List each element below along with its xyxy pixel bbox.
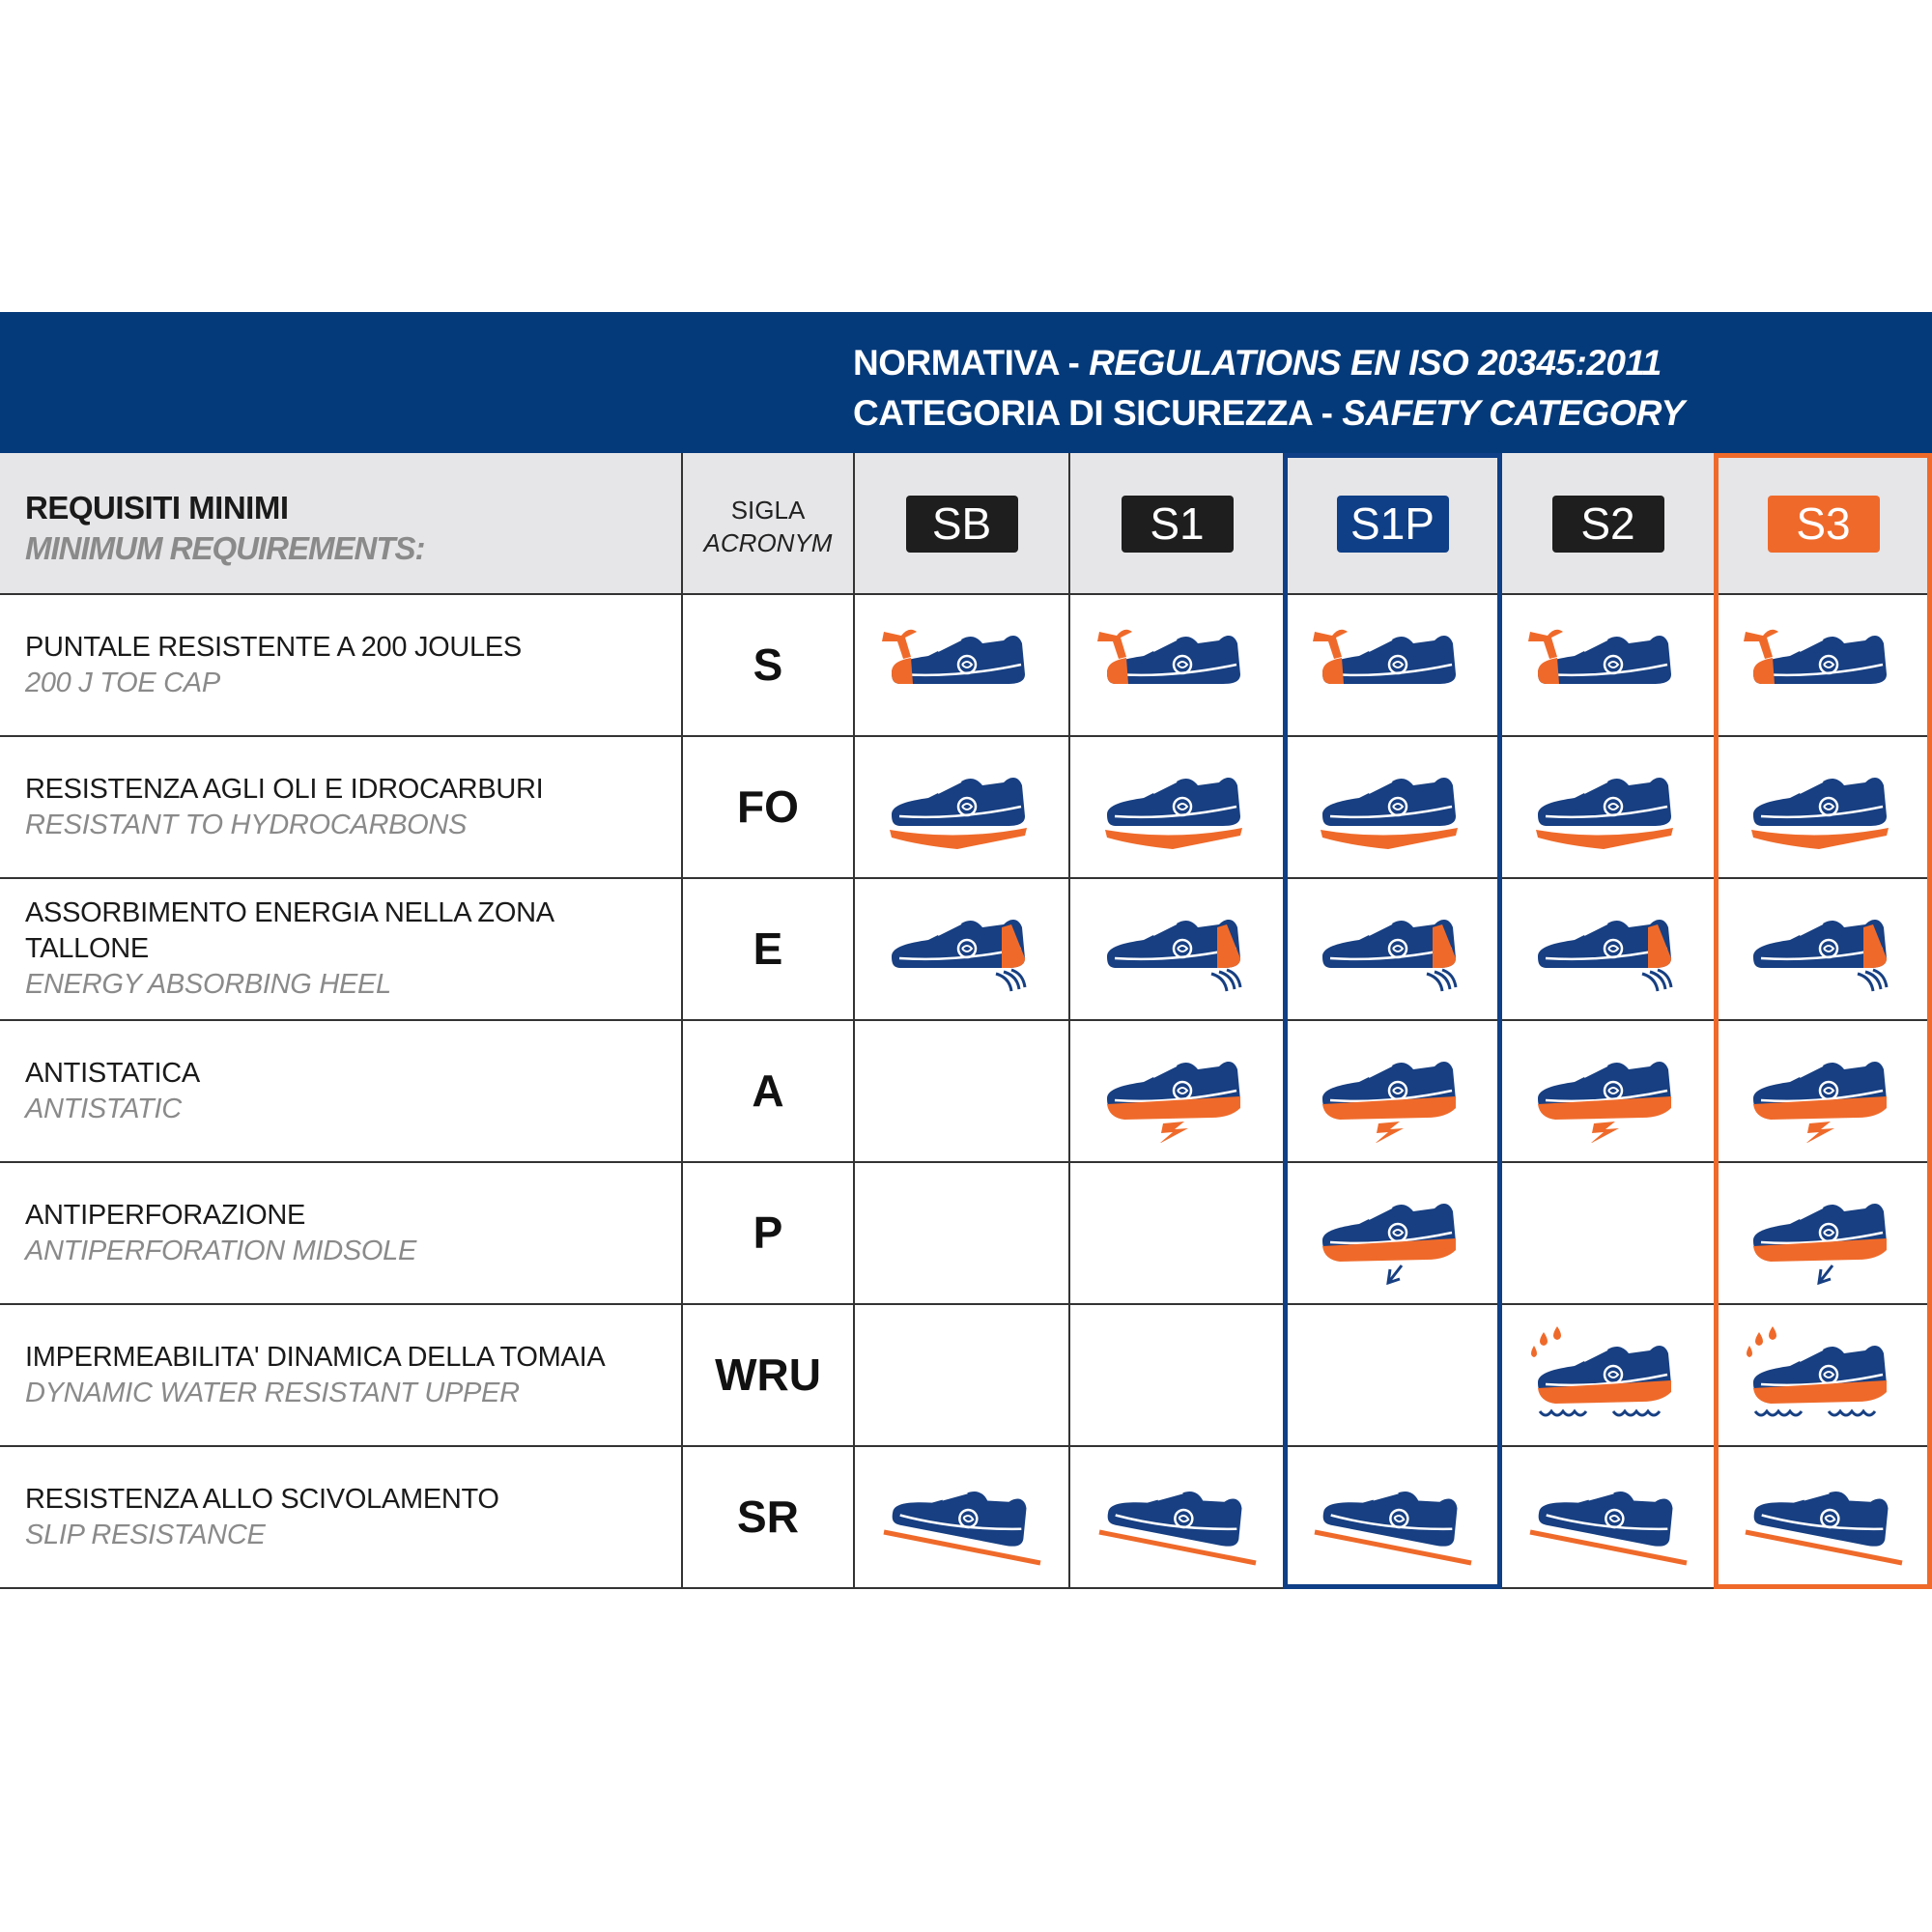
- table-title-band: NORMATIVA - REGULATIONS EN ISO 20345:201…: [0, 312, 1932, 453]
- title-regulation-it: NORMATIVA: [853, 343, 1059, 383]
- requirement-row-s: PUNTALE RESISTENTE A 200 JOULES 200 J TOE…: [0, 595, 1932, 737]
- requirements-header-it: REQUISITI MINIMI: [25, 490, 289, 526]
- shoe-energy-heel-icon: [891, 919, 1026, 992]
- title-separator: -: [1058, 343, 1090, 383]
- shoe-antiperforation-icon: [1752, 1203, 1887, 1285]
- shoe-toecap-hammer-icon: [1312, 629, 1456, 684]
- requirement-it: RESISTENZA ALLO SCIVOLAMENTO: [25, 1483, 499, 1515]
- requirement-acronym: A: [752, 1065, 784, 1116]
- title-category-en: SAFETY CATEGORY: [1342, 393, 1685, 433]
- shoe-toecap-hammer-icon: [1743, 629, 1887, 684]
- title-regulation-en: REGULATIONS EN ISO 20345:2011: [1089, 343, 1662, 383]
- title-category-it: CATEGORIA DI SICUREZZA: [853, 393, 1312, 433]
- category-badge-s2: S2: [1551, 496, 1664, 553]
- shoe-oil-resistant-sole-icon: [1535, 777, 1673, 849]
- shoe-water-resistant-icon: [1530, 1326, 1671, 1417]
- requirement-label: ASSORBIMENTO ENERGIA NELLA ZONA TALLONE E…: [25, 879, 663, 1019]
- category-badge-s1: S1: [1121, 496, 1234, 553]
- requirements-header-en: MINIMUM REQUIREMENTS:: [25, 530, 425, 566]
- requirement-it: PUNTALE RESISTENTE A 200 JOULES: [25, 631, 522, 663]
- requirement-acronym: E: [753, 923, 783, 974]
- column-divider: [1715, 453, 1717, 1589]
- shoe-oil-resistant-sole-icon: [1750, 777, 1889, 849]
- requirement-it: RESISTENZA AGLI OLI E IDROCARBURI: [25, 773, 544, 805]
- requirement-en: ANTISTATIC: [25, 1093, 182, 1124]
- column-divider: [1068, 453, 1070, 1589]
- requirement-en: RESISTANT TO HYDROCARBONS: [25, 809, 468, 840]
- shoe-toecap-hammer-icon: [1527, 629, 1671, 684]
- category-badge-s3: S3: [1767, 496, 1880, 553]
- requirement-row-a: ANTISTATICA ANTISTATIC A: [0, 1021, 1932, 1163]
- acronym-header: SIGLA ACRONYM: [682, 494, 854, 559]
- shoe-energy-heel-icon: [1106, 919, 1241, 992]
- shoe-energy-heel-icon: [1321, 919, 1457, 992]
- shoe-toecap-hammer-icon: [881, 629, 1025, 684]
- shoe-slip-resistance-icon: [1529, 1491, 1687, 1566]
- requirement-acronym: FO: [737, 781, 799, 832]
- title-line-2: CATEGORIA DI SICUREZZA - SAFETY CATEGORY: [853, 393, 1685, 434]
- shoe-oil-resistant-sole-icon: [1320, 777, 1458, 849]
- column-divider: [1284, 453, 1286, 1589]
- requirement-label: RESISTENZA AGLI OLI E IDROCARBURI RESISTA…: [25, 737, 663, 877]
- requirement-label: ANTIPERFORAZIONE ANTIPERFORATION MIDSOLE: [25, 1163, 663, 1303]
- requirement-row-fo: RESISTENZA AGLI OLI E IDROCARBURI RESISTA…: [0, 737, 1932, 879]
- shoe-energy-heel-icon: [1752, 919, 1888, 992]
- column-header-row: REQUISITI MINIMI MINIMUM REQUIREMENTS: S…: [0, 453, 1932, 595]
- shoe-antistatic-icon: [1321, 1061, 1456, 1143]
- requirement-label: ANTISTATICA ANTISTATIC: [25, 1021, 663, 1161]
- requirement-acronym: SR: [737, 1492, 799, 1542]
- requirement-en: 200 J TOE CAP: [25, 667, 220, 698]
- requirement-it: IMPERMEABILITA' DINAMICA DELLA TOMAIA: [25, 1341, 606, 1373]
- requirement-row-sr: RESISTENZA ALLO SCIVOLAMENTO SLIP RESISTA…: [0, 1447, 1932, 1589]
- requirement-row-p: ANTIPERFORAZIONE ANTIPERFORATION MIDSOLE P: [0, 1163, 1932, 1305]
- requirement-it: ASSORBIMENTO ENERGIA NELLA ZONA TALLONE: [25, 897, 554, 964]
- shoe-slip-resistance-icon: [1098, 1491, 1256, 1566]
- shoe-energy-heel-icon: [1537, 919, 1672, 992]
- shoe-antiperforation-icon: [1321, 1203, 1456, 1285]
- requirement-it: ANTISTATICA: [25, 1057, 200, 1089]
- requirement-it: ANTIPERFORAZIONE: [25, 1199, 306, 1231]
- requirement-label: PUNTALE RESISTENTE A 200 JOULES 200 J TOE…: [25, 595, 663, 735]
- requirement-acronym: WRU: [715, 1350, 821, 1400]
- column-divider: [853, 453, 855, 1589]
- shoe-slip-resistance-icon: [1314, 1491, 1471, 1566]
- requirement-row-wru: IMPERMEABILITA' DINAMICA DELLA TOMAIA DYN…: [0, 1305, 1932, 1447]
- shoe-slip-resistance-icon: [883, 1491, 1040, 1566]
- shoe-slip-resistance-icon: [1745, 1491, 1902, 1566]
- requirement-label: IMPERMEABILITA' DINAMICA DELLA TOMAIA DYN…: [25, 1305, 663, 1445]
- shoe-water-resistant-icon: [1746, 1326, 1887, 1417]
- requirement-en: ANTIPERFORATION MIDSOLE: [25, 1235, 417, 1266]
- shoe-antistatic-icon: [1106, 1061, 1240, 1143]
- acronym-header-it: SIGLA: [730, 496, 806, 525]
- shoe-antistatic-icon: [1537, 1061, 1671, 1143]
- requirements-header: REQUISITI MINIMI MINIMUM REQUIREMENTS:: [25, 490, 425, 567]
- category-badge-s1p: S1P: [1336, 496, 1449, 553]
- requirement-en: DYNAMIC WATER RESISTANT UPPER: [25, 1377, 520, 1408]
- requirement-label: RESISTENZA ALLO SCIVOLAMENTO SLIP RESISTA…: [25, 1447, 663, 1587]
- shoe-oil-resistant-sole-icon: [889, 777, 1027, 849]
- requirement-en: SLIP RESISTANCE: [25, 1519, 266, 1550]
- category-badge-sb: SB: [905, 496, 1018, 553]
- title-separator: -: [1311, 393, 1343, 433]
- requirement-acronym: S: [753, 639, 783, 690]
- shoe-oil-resistant-sole-icon: [1104, 777, 1242, 849]
- requirement-en: ENERGY ABSORBING HEEL: [25, 969, 391, 1000]
- acronym-header-en: ACRONYM: [703, 528, 833, 557]
- shoe-toecap-hammer-icon: [1096, 629, 1240, 684]
- shoe-antistatic-icon: [1752, 1061, 1887, 1143]
- column-divider: [1499, 453, 1501, 1589]
- column-divider: [681, 453, 683, 1589]
- requirement-row-e: ASSORBIMENTO ENERGIA NELLA ZONA TALLONE E…: [0, 879, 1932, 1021]
- title-line-1: NORMATIVA - REGULATIONS EN ISO 20345:201…: [853, 343, 1662, 384]
- requirement-acronym: P: [753, 1208, 783, 1258]
